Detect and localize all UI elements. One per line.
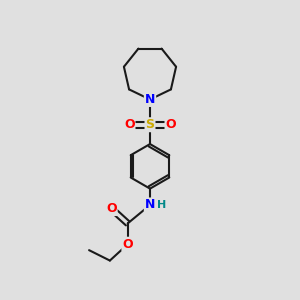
Text: H: H: [157, 200, 166, 210]
Text: O: O: [166, 118, 176, 131]
Text: O: O: [106, 202, 117, 215]
Text: N: N: [145, 93, 155, 106]
Text: O: O: [122, 238, 133, 251]
Text: S: S: [146, 118, 154, 131]
Text: N: N: [145, 199, 155, 212]
Text: O: O: [124, 118, 134, 131]
